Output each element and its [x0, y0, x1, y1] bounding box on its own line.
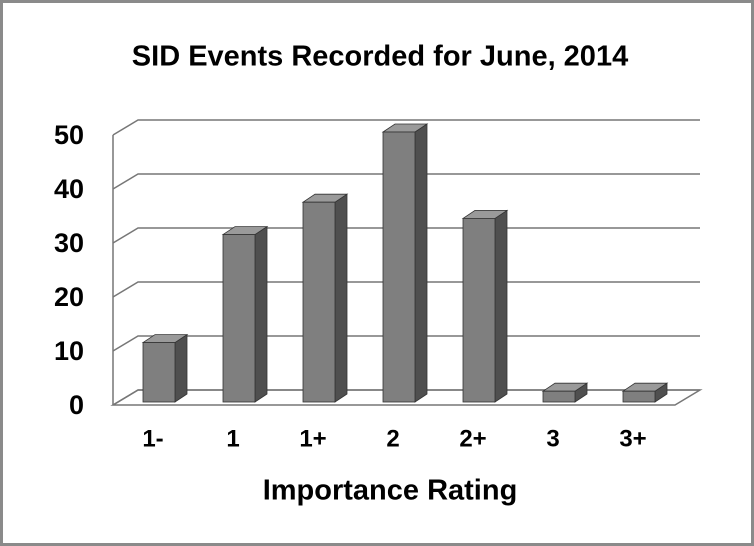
grid-line: [112, 227, 700, 244]
y-tick-label: 40: [54, 174, 84, 204]
x-tick-label: 3+: [619, 425, 646, 452]
x-tick-label: 1: [226, 425, 239, 452]
bar-side: [174, 333, 188, 403]
y-tick-label: 30: [54, 228, 84, 258]
y-tick-label: 50: [54, 120, 84, 150]
x-tick-label: 3: [546, 425, 559, 452]
x-tick-label: 2: [386, 425, 399, 452]
bar: [462, 217, 496, 403]
grid-line: [112, 335, 700, 352]
x-axis-title: Importance Rating: [263, 475, 518, 507]
bar: [622, 390, 656, 403]
bar: [302, 201, 336, 403]
grid-line: [112, 389, 700, 406]
bar-side: [494, 209, 508, 403]
x-tick-label: 2+: [459, 425, 486, 452]
bar-side: [334, 193, 348, 403]
grid-line: [112, 119, 700, 136]
bar: [142, 342, 176, 403]
bar-side: [254, 225, 268, 403]
x-tick-label: 1+: [299, 425, 326, 452]
bar: [222, 234, 256, 403]
bar-side: [414, 123, 428, 403]
x-tick-label: 1-: [142, 425, 163, 452]
bar: [542, 390, 576, 403]
grid-line: [112, 281, 700, 298]
y-tick-label: 20: [54, 282, 84, 312]
bar: [382, 131, 416, 403]
y-tick-label: 10: [54, 336, 84, 366]
chart-title: SID Events Recorded for June, 2014: [132, 41, 628, 73]
y-tick-label: 0: [69, 390, 84, 420]
grid-line: [112, 173, 700, 190]
